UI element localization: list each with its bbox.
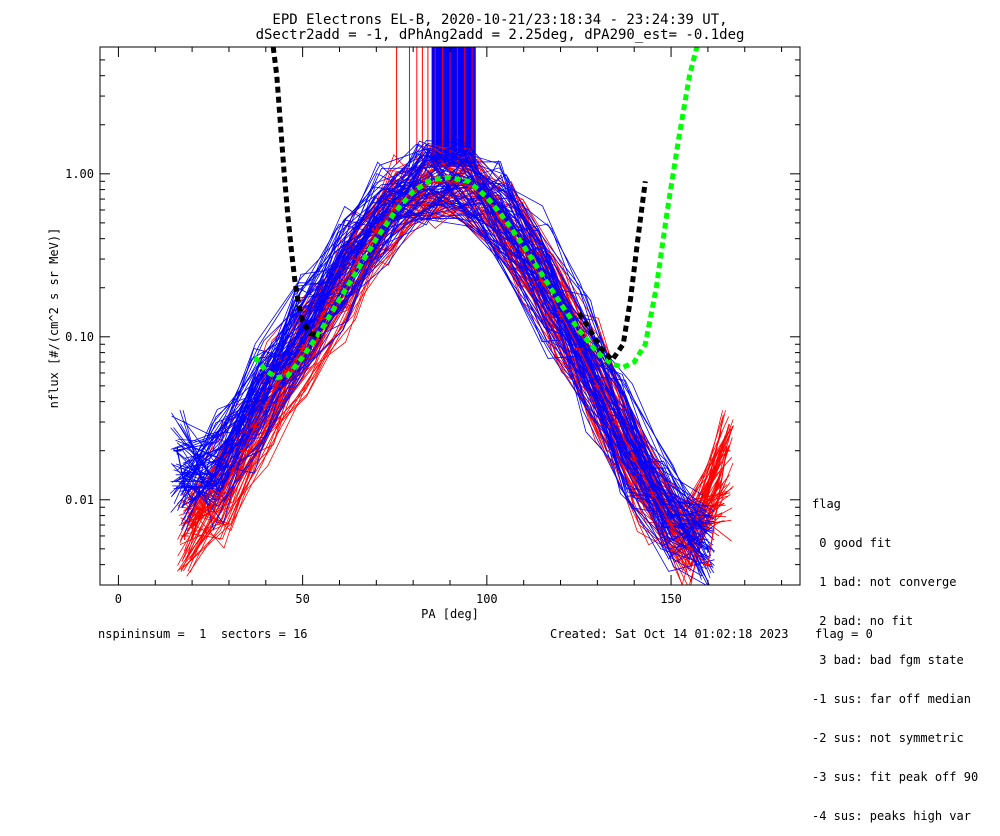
series-b-point: [195, 489, 204, 498]
series-b-point: [217, 462, 226, 471]
x-tick-label: 50: [295, 592, 309, 606]
blue-sweep-line: [174, 177, 715, 572]
series-b-point: [188, 495, 197, 504]
series-b-point: [611, 411, 620, 420]
series-a-point: [195, 511, 204, 520]
blue-sweep-line: [176, 214, 713, 568]
legend-item: -1 sus: far off median: [812, 692, 971, 706]
series-a-point: [335, 283, 344, 292]
series-a-point: [353, 255, 362, 264]
series-b-point: [574, 340, 583, 349]
chart-title-line1: EPD Electrons EL-B, 2020-10-21/23:18:34 …: [272, 12, 728, 28]
legend-item: 0 good fit: [812, 536, 892, 550]
legend-title: flag: [812, 497, 841, 511]
data-layer: [169, 47, 734, 585]
series-b-point: [228, 439, 237, 448]
x-axis-label: PA [deg]: [421, 607, 479, 621]
footer-created: Created: Sat Oct 14 01:02:18 2023: [550, 627, 789, 641]
series-b-point: [630, 446, 639, 455]
legend-item: 1 bad: not converge: [812, 575, 957, 589]
green-fit-curve: [252, 47, 700, 381]
blue-sweep-line: [181, 153, 710, 515]
series-a-point: [180, 531, 189, 540]
blue-sweep-line: [182, 184, 706, 528]
series-a-point: [317, 314, 326, 323]
series-b-point: [250, 397, 259, 406]
series-a-point: [667, 521, 676, 530]
blue-sweep-line: [173, 161, 713, 534]
blue-sweep-line: [176, 153, 701, 516]
series-a-point: [722, 446, 731, 455]
series-b-point: [685, 531, 694, 540]
series-b-point: [173, 446, 182, 455]
x-tick-label: 100: [476, 592, 498, 606]
series-b-point: [703, 544, 712, 553]
series-b-point: [335, 270, 344, 279]
series-a-point: [703, 560, 712, 569]
legend-item: 2 bad: no fit: [812, 614, 914, 628]
footer-flag: flag = 0: [815, 627, 873, 641]
series-a-point: [217, 489, 226, 498]
series-b-point: [667, 511, 676, 520]
series-b-point: [372, 216, 381, 225]
series-a-point: [630, 454, 639, 463]
legend-item: -3 sus: fit peak off 90: [812, 770, 979, 784]
series-a-point: [611, 418, 620, 427]
blue-sweep-line: [181, 161, 711, 524]
y-tick-label: 0.01: [65, 493, 94, 507]
red-sweep-line: [189, 197, 733, 585]
footer-spin-info: nspininsum = 1 sectors = 16: [98, 627, 308, 641]
legend-item: -2 sus: not symmetric: [812, 731, 964, 745]
series-b-point: [206, 477, 215, 486]
blue-sweep-line: [182, 188, 710, 528]
x-tick-label: 150: [660, 592, 682, 606]
series-b-point: [317, 299, 326, 308]
series-a-point: [372, 226, 381, 235]
blue-sweep-line: [176, 184, 705, 527]
y-axis-label: nflux [#/(cm^2 s sr MeV)]: [47, 228, 61, 409]
series-b-point: [390, 195, 399, 204]
legend-item: 3 bad: bad fgm state: [812, 653, 964, 667]
y-tick-label: 1.00: [65, 167, 94, 181]
series-a-point: [298, 344, 307, 353]
blue-sweep-line: [181, 217, 702, 510]
y-tick-label: 0.10: [65, 330, 94, 344]
series-a-point: [272, 381, 281, 390]
series-a-point: [261, 401, 270, 410]
pa-distribution-chart: 0 50 100 150 0.01 0.10 1.00 PA [deg] nflux [#/…: [47, 46, 801, 621]
axes-layer: 0 50 100 150 0.01 0.10 1.00: [65, 46, 800, 606]
flag-legend: flag 0 good fit 1 bad: not converge 2 ba…: [812, 472, 978, 836]
chart-title-line2: dSectr2add = -1, dPhAng2add = 2.25deg, d…: [255, 27, 745, 43]
series-a-point: [685, 544, 694, 553]
series-b-point: [353, 242, 362, 251]
series-a-point: [206, 503, 215, 512]
series-b-point: [239, 418, 248, 427]
legend-item: -4 sus: peaks high var: [812, 809, 971, 823]
series-b-point: [272, 363, 281, 372]
black-fit-curve-left: [270, 47, 322, 340]
series-b-point: [261, 379, 270, 388]
series-b-point: [648, 482, 657, 491]
series-a-point: [593, 381, 602, 390]
series-a-point: [228, 467, 237, 476]
series-a-point: [250, 422, 259, 431]
blue-sweep-line: [175, 165, 703, 558]
series-b-point: [593, 375, 602, 384]
series-b-point: [283, 348, 292, 357]
series-a-point: [239, 446, 248, 455]
blue-sweep-line: [184, 143, 704, 496]
black-fit-curve-right: [576, 180, 648, 365]
x-tick-label: 0: [115, 592, 122, 606]
series-a-point: [188, 521, 197, 530]
blue-sweep-line: [180, 144, 711, 579]
blue-sweep-line: [181, 161, 705, 563]
series-b-point: [409, 181, 418, 190]
series-b-point: [180, 482, 189, 491]
